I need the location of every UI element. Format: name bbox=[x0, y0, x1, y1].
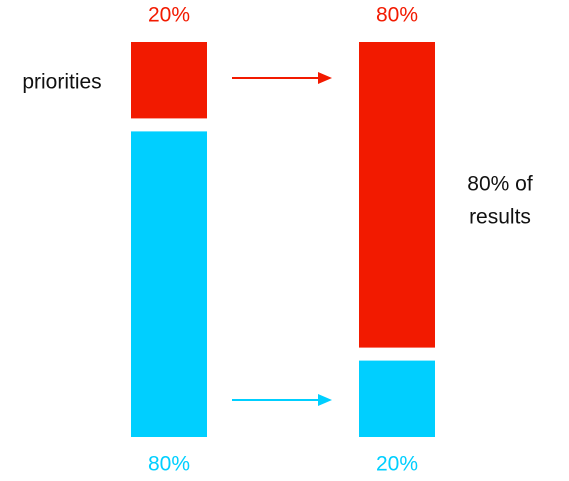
bar-segment bbox=[359, 360, 435, 437]
bar-segment bbox=[131, 42, 207, 119]
annotation: 80% of bbox=[467, 173, 533, 196]
value-label: 20% bbox=[376, 453, 418, 476]
value-label: 20% bbox=[148, 4, 190, 27]
annotation: results bbox=[469, 206, 531, 229]
value-label: 80% bbox=[148, 453, 190, 476]
bar-segment bbox=[359, 42, 435, 348]
annotation: priorities bbox=[22, 71, 101, 94]
value-label: 80% bbox=[376, 4, 418, 27]
arrow bbox=[232, 72, 332, 84]
bar-segment bbox=[131, 131, 207, 437]
arrow bbox=[232, 394, 332, 406]
